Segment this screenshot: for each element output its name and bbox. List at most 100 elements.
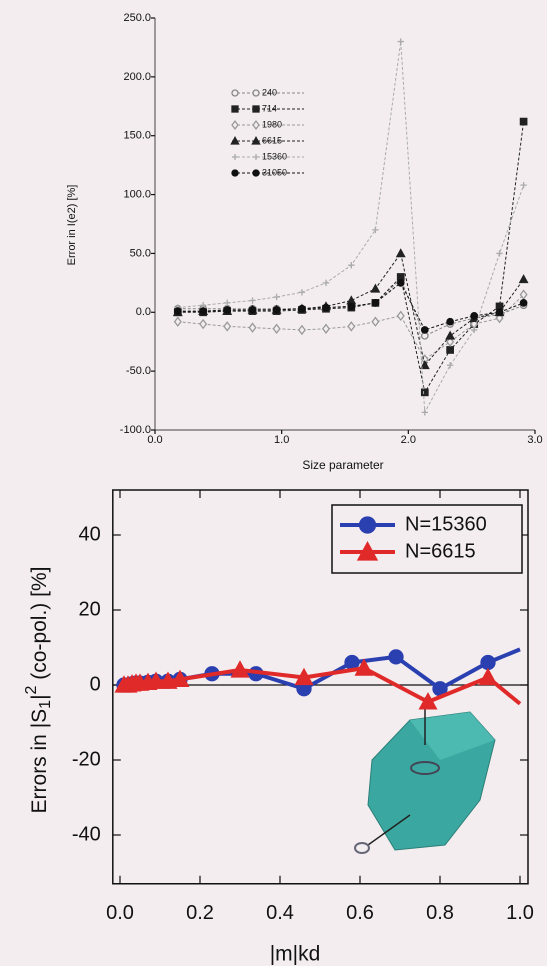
marker [354, 658, 374, 676]
legend-box [331, 504, 523, 574]
marker [348, 262, 355, 269]
series-line [177, 121, 525, 393]
x-axis-label: Size parameter [302, 458, 383, 472]
marker [519, 117, 528, 126]
marker [446, 317, 454, 326]
legend-marker [252, 105, 260, 113]
marker [496, 250, 503, 257]
marker [446, 346, 454, 354]
y-tick-label: 0.0 [136, 306, 151, 318]
marker [371, 316, 380, 327]
y-axis-label: Error in I(e2) [%] [66, 185, 78, 266]
marker [518, 274, 529, 284]
x-tick-label: 1.0 [506, 902, 534, 924]
series-line [177, 282, 524, 331]
marker [199, 307, 207, 315]
x-tick-label: 0.6 [346, 902, 374, 924]
legend-marker [253, 154, 259, 160]
rotation-arrow [410, 761, 440, 775]
marker [297, 324, 306, 336]
legend-marker [231, 89, 239, 97]
legend-marker [252, 169, 260, 177]
marker [470, 311, 479, 320]
marker [388, 649, 404, 665]
rotation-arrow [354, 842, 370, 854]
legend-marker [358, 516, 377, 534]
legend-marker [356, 541, 379, 561]
marker [321, 323, 331, 334]
marker [420, 326, 429, 334]
marker [445, 330, 456, 340]
marker [446, 336, 455, 347]
y-tick-label: 0 [90, 673, 101, 695]
marker [420, 388, 429, 397]
series-line [177, 41, 525, 413]
incident-arrow [367, 814, 411, 846]
marker [480, 654, 496, 671]
y-tick-label: -50.0 [126, 365, 151, 377]
y-tick-label: 150.0 [123, 130, 151, 142]
y-tick-label: 250.0 [123, 12, 151, 24]
marker [418, 692, 438, 710]
y-tick-label: 40 [79, 523, 101, 545]
marker [248, 306, 257, 314]
marker [298, 304, 306, 313]
x-tick-label: 1.0 [274, 434, 289, 446]
y-tick-label: 20 [79, 598, 101, 620]
y-tick-label: -40 [72, 823, 101, 845]
x-tick-label: 0.8 [426, 902, 454, 924]
marker [230, 660, 250, 678]
y-axis-label-part: 2 [23, 685, 40, 694]
y-tick-label: -100.0 [120, 424, 151, 436]
marker [273, 293, 280, 301]
y-tick-label: -20 [72, 748, 101, 770]
particle-illustration [354, 697, 496, 854]
x-tick-label: 0.4 [266, 902, 294, 924]
marker [395, 248, 406, 258]
x-tick-label: 3.0 [527, 434, 542, 446]
marker [294, 667, 314, 686]
marker [173, 307, 182, 315]
legend-marker [251, 136, 261, 145]
legend-label: N=15360 [405, 513, 487, 535]
x-tick-label: 0.0 [147, 434, 162, 446]
legend-label: 6615 [262, 135, 282, 145]
plot-frame [112, 489, 529, 885]
legend-marker [231, 169, 239, 177]
series-line [177, 278, 524, 337]
y-axis-label-part: (co-pol.) [%] [28, 567, 51, 686]
marker [519, 299, 528, 307]
legend-label: 1980 [262, 119, 282, 129]
marker [397, 38, 404, 45]
marker [471, 326, 478, 334]
legend-marker [231, 105, 239, 113]
marker [298, 289, 306, 296]
marker [199, 318, 208, 330]
marker [248, 322, 257, 333]
marker [419, 360, 430, 370]
marker [249, 297, 256, 304]
marker [372, 226, 379, 234]
marker [223, 321, 232, 332]
y-axis-label-part: 1 [37, 700, 54, 709]
legend-label: 240 [262, 87, 277, 97]
marker [146, 671, 166, 689]
marker [446, 362, 454, 369]
y-tick-label: 50.0 [130, 247, 151, 259]
legend-label: 714 [262, 103, 277, 113]
marker [322, 279, 330, 287]
legend-marker [252, 120, 260, 130]
marker [519, 289, 528, 300]
legend-label: 15360 [262, 151, 287, 161]
legend-marker [252, 89, 260, 97]
x-axis-label: |m|kd [270, 943, 321, 966]
marker [396, 279, 405, 287]
marker [370, 283, 381, 293]
y-axis-label-part: Errors in |S [28, 709, 51, 814]
marker [173, 316, 182, 327]
marker [347, 302, 356, 311]
marker [396, 310, 405, 322]
y-tick-label: 100.0 [123, 188, 151, 200]
marker [495, 308, 504, 317]
